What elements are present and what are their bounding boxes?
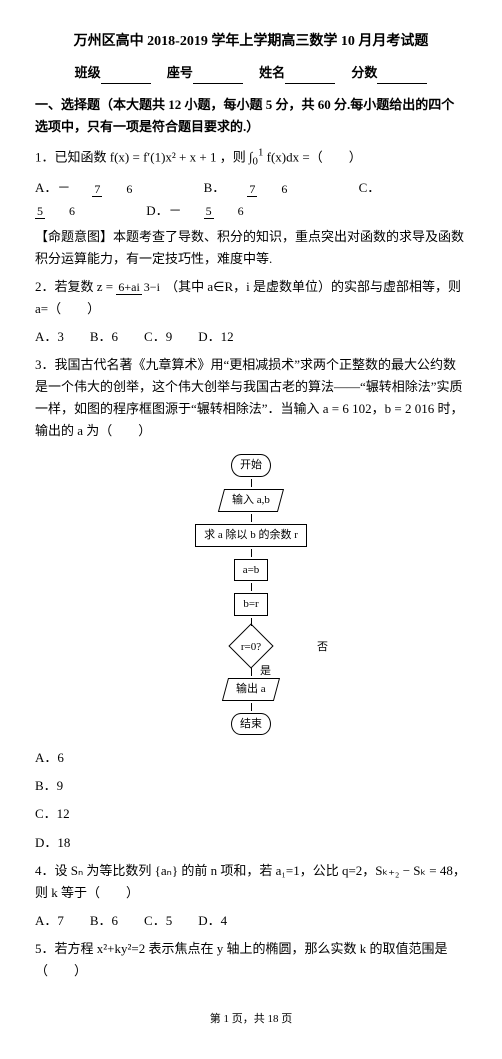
q1-analysis: 【命题意图】本题考查了导数、积分的知识，重点突出对函数的求导及函数积分运算能力，… [35, 226, 467, 270]
name-blank [285, 69, 335, 84]
q1D-pre: D．－ [146, 203, 181, 218]
q3B: B．9 [35, 775, 467, 797]
score-blank [377, 69, 427, 84]
q3: 3．我国古代名著《九章算术》用“更相减损术”求两个正整数的最大公约数是一个伟大的… [35, 354, 467, 442]
q1-opts: A．－ 76 B． 76 C． 56 D．－ 56 [35, 177, 467, 221]
class-blank [101, 69, 151, 84]
score-lbl: 分数 [351, 65, 377, 80]
seat-blank [193, 69, 243, 84]
q1D-frac: 56 [204, 205, 268, 218]
fc-conn [251, 583, 326, 591]
section1-head: 一、选择题（本大题共 12 小题，每小题 5 分，共 60 分.每小题给出的四个… [35, 94, 467, 138]
fc-no: 否 [317, 638, 328, 657]
doc-title: 万州区高中 2018-2019 学年上学期高三数学 10 月月考试题 [35, 30, 467, 54]
q3A: A．6 [35, 747, 467, 769]
integral-icon: ∫01 [249, 149, 263, 164]
flowchart: 开始 输入 a,b 求 a 除以 b 的余数 r a=b b=r r=0? 否 … [176, 452, 326, 737]
page-footer: 第 1 页，共 18 页 [35, 1010, 467, 1029]
q1-stem-b: f(x)dx =（ ） [267, 149, 362, 164]
fc-end: 结束 [231, 713, 271, 736]
seat-lbl: 座号 [167, 65, 193, 80]
q1A-frac: 76 [92, 183, 156, 196]
q1C-pre: C． [359, 180, 381, 195]
name-lbl: 姓名 [259, 65, 285, 80]
fc-output: 输出 a [222, 678, 280, 701]
fc-start: 开始 [231, 454, 271, 477]
fc-conn [251, 618, 326, 626]
q1B-frac: 76 [247, 183, 311, 196]
q1B-pre: B． [204, 180, 226, 195]
fc-step3: b=r [234, 593, 267, 616]
class-lbl: 班级 [75, 65, 101, 80]
q1A-pre: A．－ [35, 180, 70, 195]
q2-opts: A．3 B．6 C．9 D．12 [35, 326, 467, 348]
q1C-frac: 56 [35, 205, 99, 218]
q3D: D．18 [35, 832, 467, 854]
q4: 4．设 Sₙ 为等比数列 {aₙ} 的前 n 项和，若 a₁=1，公比 q=2，… [35, 860, 467, 904]
fc-conn [251, 479, 326, 487]
fc-step1: 求 a 除以 b 的余数 r [195, 524, 307, 547]
fc-step2: a=b [234, 559, 269, 582]
fc-decision: r=0? 否 是 [176, 630, 326, 664]
q4-opts: A．7 B．6 C．5 D．4 [35, 910, 467, 932]
q2-frac: 6+ai3−i [116, 281, 162, 294]
fc-conn [251, 703, 326, 711]
fc-input: 输入 a,b [218, 489, 284, 512]
q1-stem-a: 1．已知函数 f(x) = f′(1)x² + x + 1 ，则 [35, 149, 246, 164]
header-row: 班级 座号 姓名 分数 [35, 62, 467, 84]
q2: 2．若复数 z = 6+ai3−i （其中 a∈R，i 是虚数单位）的实部与虚部… [35, 276, 467, 320]
fc-conn [251, 549, 326, 557]
q1: 1．已知函数 f(x) = f′(1)x² + x + 1 ，则 ∫01 f(x… [35, 144, 467, 171]
q5: 5．若方程 x²+ky²=2 表示焦点在 y 轴上的椭圆，那么实数 k 的取值范… [35, 938, 467, 982]
fc-conn [251, 514, 326, 522]
q3C: C．12 [35, 803, 467, 825]
q2-stem-a: 2．若复数 z = [35, 279, 116, 294]
